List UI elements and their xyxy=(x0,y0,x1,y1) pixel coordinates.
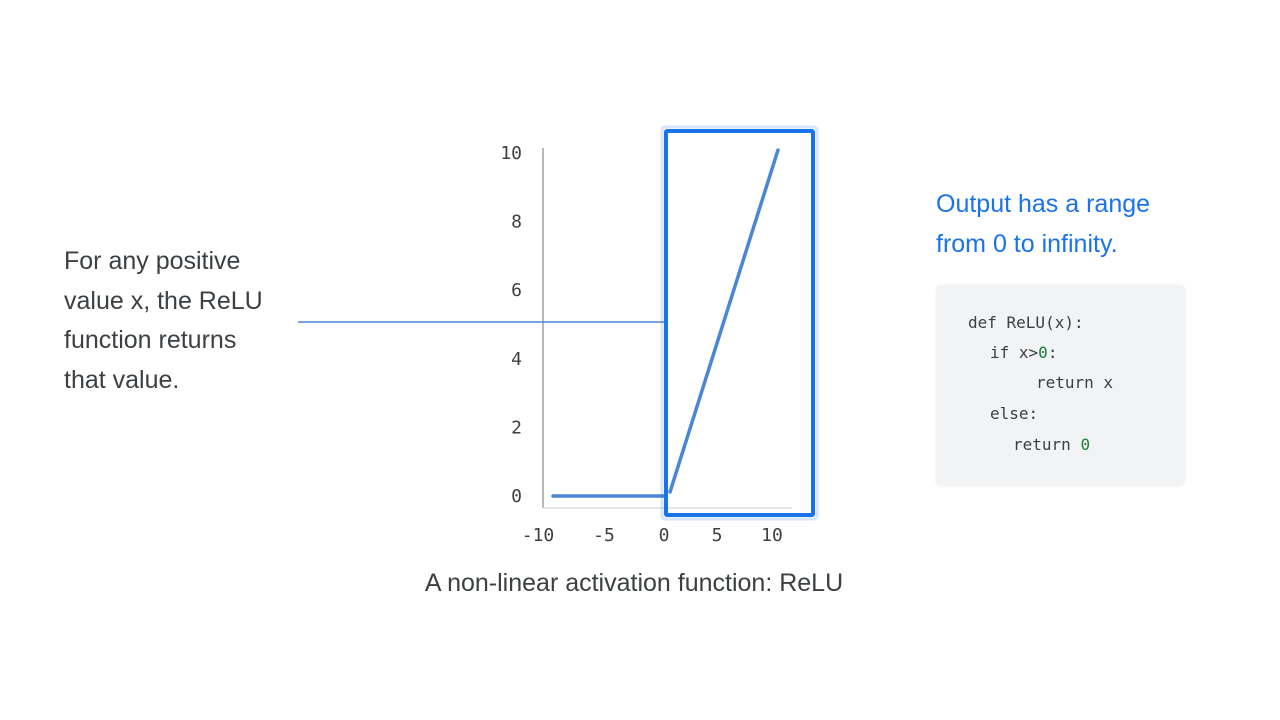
code-block: def ReLU(x): if x>0: return x else: retu… xyxy=(936,285,1185,486)
positive-value-annotation: For any positive value x, the ReLU funct… xyxy=(64,242,304,400)
code-return-number: 0 xyxy=(1080,435,1091,454)
y-tick-label: 8 xyxy=(511,212,522,233)
x-tick-label: -5 xyxy=(593,525,615,546)
highlight-glow xyxy=(660,125,819,521)
annotation-line-4: that value. xyxy=(64,365,180,394)
code-line-def: def ReLU(x): xyxy=(968,313,1084,332)
x-tick-label: 10 xyxy=(761,525,783,546)
y-tick-label: 0 xyxy=(511,486,522,507)
code-line-if: if x>0: xyxy=(990,343,1057,363)
chart-caption: A non-linear activation function: ReLU xyxy=(424,569,844,597)
relu-positive-segment xyxy=(668,148,780,494)
y-tick-label: 4 xyxy=(511,349,522,370)
code-line-else: else: xyxy=(990,404,1039,423)
x-tick-label: -10 xyxy=(522,525,555,546)
code-if-keyword: if x> xyxy=(990,343,1039,362)
code-line-return-x: return x xyxy=(1036,373,1114,392)
code-line-return-zero: return 0 xyxy=(1013,435,1090,455)
positive-region-highlight xyxy=(664,129,815,517)
code-if-colon: : xyxy=(1047,343,1058,362)
x-tick-label: 0 xyxy=(659,525,670,546)
y-tick-label: 2 xyxy=(511,417,522,438)
annotation-line-1: For any positive xyxy=(64,247,241,275)
output-range-annotation: Output has a range from 0 to infinity. xyxy=(936,185,1236,264)
range-line-2: from 0 to infinity. xyxy=(936,229,1118,258)
code-return-keyword: return xyxy=(1013,435,1081,454)
annotation-line-2: value x, the ReLU xyxy=(64,286,263,315)
x-tick-label: 5 xyxy=(712,525,723,546)
y-tick-label: 10 xyxy=(500,143,522,164)
range-line-1: Output has a range xyxy=(936,190,1151,218)
y-tick-label: 6 xyxy=(511,280,522,301)
code-if-number: 0 xyxy=(1038,343,1048,362)
annotation-line-3: function returns xyxy=(64,326,237,354)
